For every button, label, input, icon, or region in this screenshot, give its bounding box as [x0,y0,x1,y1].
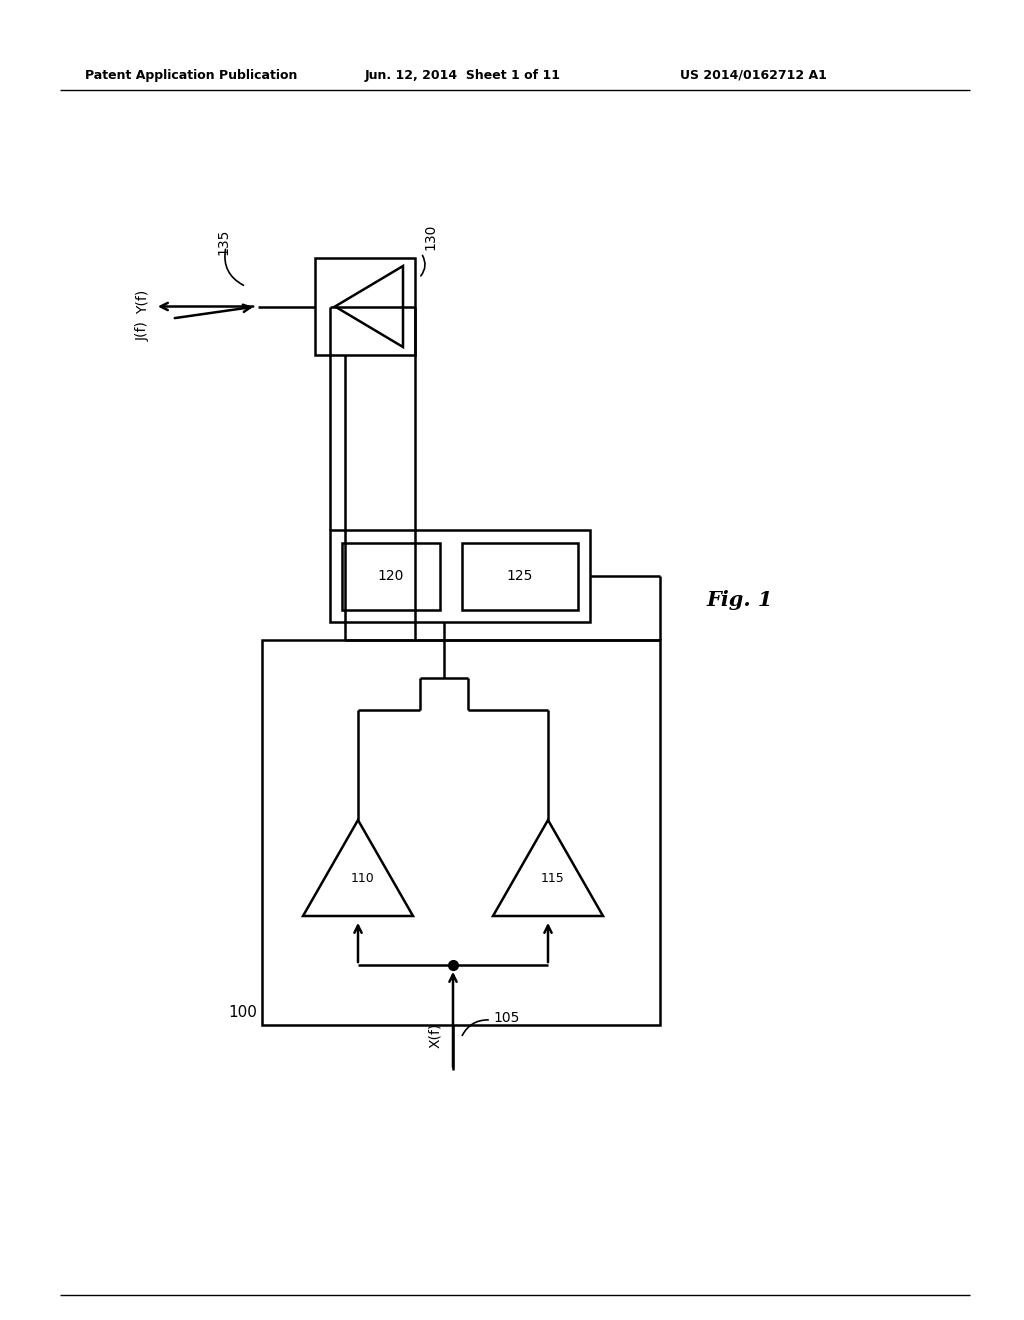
Text: US 2014/0162712 A1: US 2014/0162712 A1 [680,69,826,82]
Text: 135: 135 [216,228,230,255]
Bar [315,257,415,355]
Text: 120: 120 [378,569,404,583]
Text: Fig. 1: Fig. 1 [707,590,773,610]
Text: Patent Application Publication: Patent Application Publication [85,69,297,82]
Text: 125: 125 [507,569,534,583]
Bar [330,531,590,622]
Text: X(f): X(f) [428,1022,442,1048]
Text: Jun. 12, 2014  Sheet 1 of 11: Jun. 12, 2014 Sheet 1 of 11 [365,69,561,82]
Text: J(f): J(f) [136,322,150,342]
Text: 115: 115 [541,871,565,884]
Bar [262,640,660,1026]
Text: Y(f): Y(f) [136,289,150,314]
Bar [342,543,440,610]
Bar [462,543,578,610]
Text: 130: 130 [423,223,437,249]
Text: 110: 110 [351,871,375,884]
Text: 105: 105 [493,1011,519,1026]
Text: 100: 100 [228,1005,257,1020]
